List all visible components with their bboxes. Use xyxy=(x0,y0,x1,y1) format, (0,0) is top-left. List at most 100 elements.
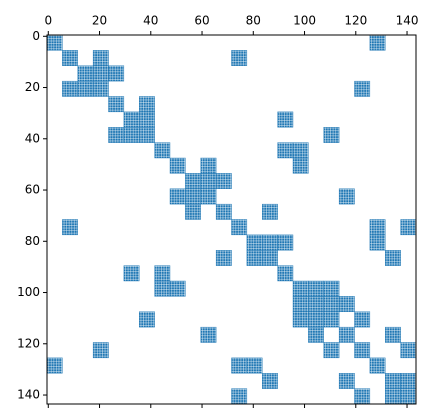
nonzero-block xyxy=(154,265,171,282)
nonzero-block xyxy=(292,311,309,328)
nonzero-block xyxy=(154,280,171,297)
nonzero-block xyxy=(292,280,309,297)
nonzero-block xyxy=(400,342,417,359)
nonzero-block xyxy=(262,234,278,251)
y-tick-label: 80 xyxy=(25,234,40,248)
nonzero-block xyxy=(292,157,309,174)
nonzero-block xyxy=(215,203,232,220)
nonzero-block xyxy=(215,250,232,266)
nonzero-block xyxy=(323,342,340,359)
nonzero-block xyxy=(323,127,340,143)
nonzero-block xyxy=(246,357,263,374)
nonzero-block xyxy=(400,373,417,389)
nonzero-block xyxy=(385,250,401,266)
nonzero-block xyxy=(231,388,248,405)
nonzero-block xyxy=(123,265,140,282)
nonzero-block xyxy=(92,50,109,66)
y-tick-label: 0 xyxy=(32,29,40,43)
nonzero-block xyxy=(46,34,63,51)
nonzero-block xyxy=(92,80,109,97)
nonzero-block xyxy=(308,311,324,328)
nonzero-block xyxy=(231,219,248,236)
axes-frame xyxy=(46,34,417,405)
y-tick-label: 60 xyxy=(25,183,40,197)
nonzero-block xyxy=(246,250,263,266)
nonzero-block xyxy=(323,296,340,312)
y-tick-label: 40 xyxy=(25,131,40,145)
nonzero-block xyxy=(323,311,340,328)
nonzero-block xyxy=(139,111,155,128)
nonzero-block xyxy=(231,50,248,66)
nonzero-block xyxy=(139,127,155,143)
nonzero-block xyxy=(185,203,201,220)
nonzero-block xyxy=(77,80,94,97)
nonzero-block xyxy=(185,173,201,189)
nonzero-block xyxy=(292,296,309,312)
nonzero-block xyxy=(169,157,186,174)
nonzero-block xyxy=(323,280,340,297)
nonzero-block xyxy=(77,65,94,82)
nonzero-block xyxy=(139,311,155,328)
nonzero-block xyxy=(262,203,278,220)
nonzero-block xyxy=(200,157,217,174)
nonzero-block xyxy=(385,388,401,405)
nonzero-block xyxy=(169,188,186,205)
y-tick-label: 100 xyxy=(17,285,40,299)
y-tick-label: 140 xyxy=(17,388,40,402)
nonzero-block xyxy=(123,111,140,128)
x-tick-label: 40 xyxy=(143,14,158,28)
nonzero-block xyxy=(338,373,355,389)
nonzero-block xyxy=(338,296,355,312)
nonzero-block xyxy=(369,234,386,251)
nonzero-block xyxy=(231,357,248,374)
nonzero-block xyxy=(200,326,217,343)
x-tick-label: 140 xyxy=(396,14,419,28)
nonzero-block xyxy=(185,188,201,205)
x-tick-label: 20 xyxy=(92,14,107,28)
nonzero-block xyxy=(338,188,355,205)
nonzero-block xyxy=(62,219,78,236)
nonzero-block xyxy=(354,311,371,328)
nonzero-block xyxy=(108,96,125,113)
nonzero-block xyxy=(277,111,294,128)
nonzero-block xyxy=(92,342,109,359)
nonzero-block xyxy=(354,80,371,97)
nonzero-block xyxy=(292,142,309,159)
nonzero-block xyxy=(108,65,125,82)
y-tick-label: 20 xyxy=(25,80,40,94)
x-tick-label: 60 xyxy=(194,14,209,28)
nonzero-block xyxy=(246,234,263,251)
x-tick-label: 100 xyxy=(293,14,316,28)
nonzero-block xyxy=(369,219,386,236)
nonzero-block xyxy=(154,142,171,159)
nonzero-block xyxy=(308,326,324,343)
nonzero-block xyxy=(369,357,386,374)
nonzero-block xyxy=(108,127,125,143)
nonzero-block xyxy=(123,127,140,143)
nonzero-block xyxy=(369,34,386,51)
nonzero-block xyxy=(277,142,294,159)
nonzero-block xyxy=(400,219,417,236)
nonzero-block xyxy=(400,388,417,405)
nonzero-block xyxy=(354,388,371,405)
nonzero-block xyxy=(215,173,232,189)
nonzero-block xyxy=(354,342,371,359)
nonzero-block xyxy=(262,250,278,266)
nonzero-block xyxy=(200,173,217,189)
x-tick-label: 80 xyxy=(246,14,261,28)
nonzero-block xyxy=(169,280,186,297)
nonzero-block xyxy=(308,280,324,297)
nonzero-block xyxy=(385,326,401,343)
nonzero-block xyxy=(46,357,63,374)
nonzero-block xyxy=(92,65,109,82)
y-tick-label: 120 xyxy=(17,336,40,350)
nonzero-block xyxy=(62,80,78,97)
nonzero-block xyxy=(277,234,294,251)
nonzero-block xyxy=(62,50,78,66)
nonzero-block xyxy=(200,188,217,205)
nonzero-block xyxy=(385,373,401,389)
nonzero-block xyxy=(308,296,324,312)
nonzero-block xyxy=(277,265,294,282)
x-tick-label: 120 xyxy=(344,14,367,28)
